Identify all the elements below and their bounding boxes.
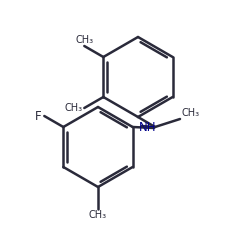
Text: F: F xyxy=(35,110,41,123)
Text: CH₃: CH₃ xyxy=(89,210,106,220)
Text: CH₃: CH₃ xyxy=(64,103,82,113)
Text: NH: NH xyxy=(139,121,156,133)
Text: CH₃: CH₃ xyxy=(180,108,198,118)
Text: CH₃: CH₃ xyxy=(75,35,93,45)
